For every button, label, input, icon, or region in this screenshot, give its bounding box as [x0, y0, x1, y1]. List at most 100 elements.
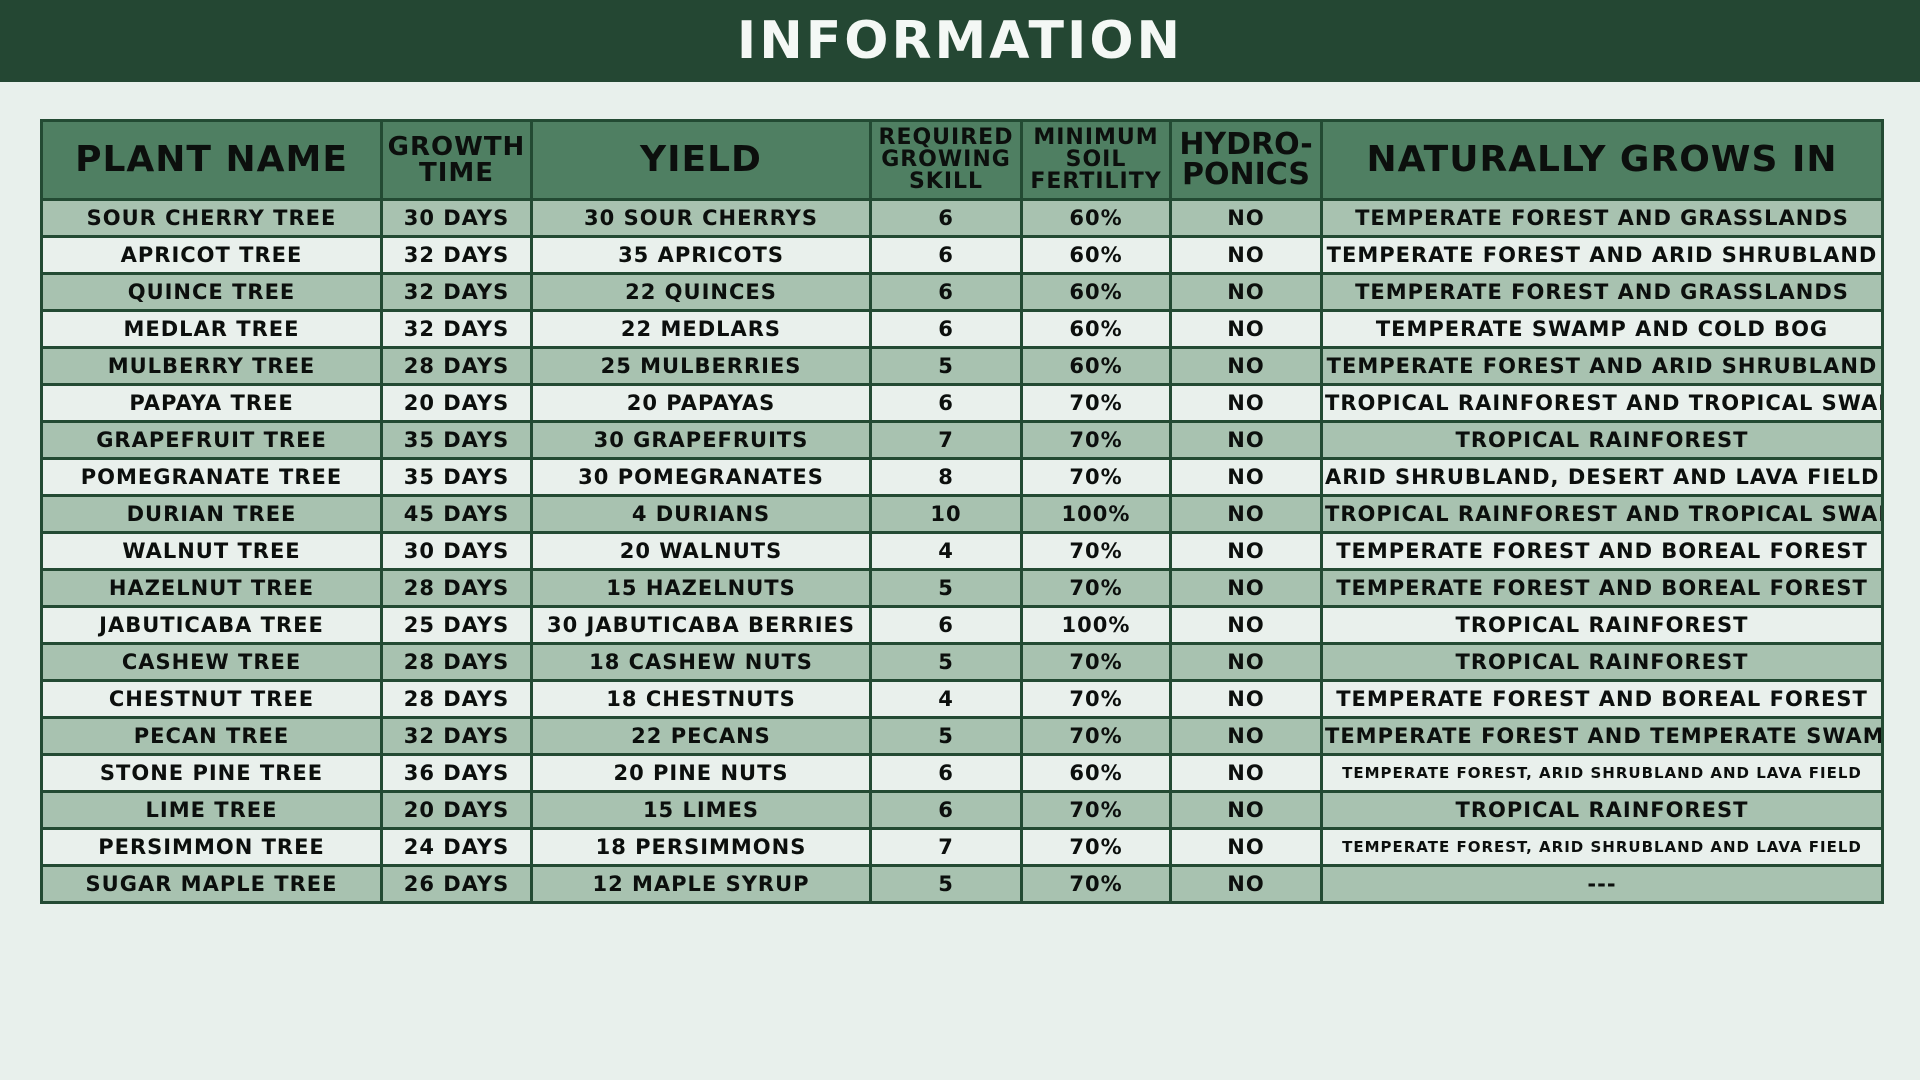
growth-time-cell: 36 DAYS [380, 753, 533, 793]
table-row: DURIAN TREE 45 DAYS 4 DURIANS 10 100% NO TROPI… [40, 494, 1884, 534]
habitat-cell: TROPICAL RAINFOREST AND TROPICAL SWAMP [1320, 383, 1884, 423]
fertility-cell: 60% [1020, 272, 1172, 312]
table-row: MEDLAR TREE 32 DAYS 22 MEDLARS 6 60% NO TEMPER… [40, 309, 1884, 349]
habitat-cell: TEMPERATE FOREST AND ARID SHRUBLAND [1320, 235, 1884, 275]
yield-cell: 18 PERSIMMONS [530, 827, 872, 867]
fertility-cell: 60% [1020, 235, 1172, 275]
table-row: QUINCE TREE 32 DAYS 22 QUINCES 6 60% NO TEMPER… [40, 272, 1884, 312]
habitat-cell: TEMPERATE FOREST AND GRASSLANDS [1320, 272, 1884, 312]
growth-time-cell: 28 DAYS [380, 679, 533, 719]
plant-name-cell: STONE PINE TREE [40, 753, 383, 793]
yield-cell: 15 HAZELNUTS [530, 568, 872, 608]
column-header: HYDRO-PONICS [1169, 119, 1323, 201]
growth-time-cell: 45 DAYS [380, 494, 533, 534]
plant-name-cell: DURIAN TREE [40, 494, 383, 534]
table-row: WALNUT TREE 30 DAYS 20 WALNUTS 4 70% NO TEMPER… [40, 531, 1884, 571]
column-header: MINIMUM SOIL FERTILITY [1020, 119, 1172, 201]
hydroponics-cell: NO [1169, 309, 1323, 349]
plant-name-cell: SUGAR MAPLE TREE [40, 864, 383, 904]
yield-cell: 12 MAPLE SYRUP [530, 864, 872, 904]
hydroponics-cell: NO [1169, 568, 1323, 608]
habitat-cell: TROPICAL RAINFOREST AND TROPICAL SWAMP [1320, 494, 1884, 534]
yield-cell: 15 LIMES [530, 790, 872, 830]
hydroponics-cell: NO [1169, 272, 1323, 312]
skill-cell: 6 [869, 605, 1023, 645]
skill-cell: 5 [869, 864, 1023, 904]
growth-time-cell: 26 DAYS [380, 864, 533, 904]
table-row: LIME TREE 20 DAYS 15 LIMES 6 70% NO TROPICAL R… [40, 790, 1884, 830]
growth-time-cell: 24 DAYS [380, 827, 533, 867]
growth-time-cell: 25 DAYS [380, 605, 533, 645]
habitat-cell: TEMPERATE FOREST AND BOREAL FOREST [1320, 679, 1884, 719]
fertility-cell: 70% [1020, 383, 1172, 423]
fertility-cell: 100% [1020, 494, 1172, 534]
fertility-cell: 60% [1020, 346, 1172, 386]
table-row: PECAN TREE 32 DAYS 22 PECANS 5 70% NO TEMPERAT… [40, 716, 1884, 756]
fertility-cell: 70% [1020, 716, 1172, 756]
plant-name-cell: CHESTNUT TREE [40, 679, 383, 719]
skill-cell: 7 [869, 827, 1023, 867]
table-row: CHESTNUT TREE 28 DAYS 18 CHESTNUTS 4 70% NO TE… [40, 679, 1884, 719]
skill-cell: 4 [869, 531, 1023, 571]
yield-cell: 25 MULBERRIES [530, 346, 872, 386]
table-row: PERSIMMON TREE 24 DAYS 18 PERSIMMONS 7 70% NO… [40, 827, 1884, 867]
hydroponics-cell: NO [1169, 494, 1323, 534]
hydroponics-cell: NO [1169, 753, 1323, 793]
growth-time-cell: 28 DAYS [380, 346, 533, 386]
yield-cell: 35 APRICOTS [530, 235, 872, 275]
table-row: SUGAR MAPLE TREE 26 DAYS 12 MAPLE SYRUP 5 70… [40, 864, 1884, 904]
habitat-cell: TROPICAL RAINFOREST [1320, 420, 1884, 460]
plant-info-table: PLANT NAME GROWTH TIME YIELD REQUIRED GR… [40, 119, 1884, 904]
yield-cell: 20 PAPAYAS [530, 383, 872, 423]
habitat-cell: --- [1320, 864, 1884, 904]
skill-cell: 5 [869, 346, 1023, 386]
hydroponics-cell: NO [1169, 864, 1323, 904]
hydroponics-cell: NO [1169, 716, 1323, 756]
skill-cell: 6 [869, 235, 1023, 275]
table-row: APRICOT TREE 32 DAYS 35 APRICOTS 6 60% NO TEMP… [40, 235, 1884, 275]
fertility-cell: 70% [1020, 531, 1172, 571]
title-banner: INFORMATION [0, 0, 1920, 82]
hydroponics-cell: NO [1169, 790, 1323, 830]
fertility-cell: 60% [1020, 753, 1172, 793]
plant-name-cell: CASHEW TREE [40, 642, 383, 682]
growth-time-cell: 32 DAYS [380, 235, 533, 275]
habitat-cell: TEMPERATE FOREST AND BOREAL FOREST [1320, 531, 1884, 571]
skill-cell: 5 [869, 716, 1023, 756]
yield-cell: 22 MEDLARS [530, 309, 872, 349]
table-row: POMEGRANATE TREE 35 DAYS 30 POMEGRANATES 8 7… [40, 457, 1884, 497]
habitat-cell: TEMPERATE FOREST AND BOREAL FOREST [1320, 568, 1884, 608]
habitat-cell: TROPICAL RAINFOREST [1320, 790, 1884, 830]
fertility-cell: 70% [1020, 827, 1172, 867]
plant-name-cell: HAZELNUT TREE [40, 568, 383, 608]
column-header: PLANT NAME [40, 119, 383, 201]
growth-time-cell: 32 DAYS [380, 716, 533, 756]
skill-cell: 6 [869, 753, 1023, 793]
hydroponics-cell: NO [1169, 642, 1323, 682]
skill-cell: 10 [869, 494, 1023, 534]
skill-cell: 6 [869, 272, 1023, 312]
page-title: INFORMATION [736, 11, 1184, 71]
hydroponics-cell: NO [1169, 346, 1323, 386]
yield-cell: 20 WALNUTS [530, 531, 872, 571]
plant-name-cell: MULBERRY TREE [40, 346, 383, 386]
table-row: MULBERRY TREE 28 DAYS 25 MULBERRIES 5 60% NO T… [40, 346, 1884, 386]
skill-cell: 8 [869, 457, 1023, 497]
yield-cell: 30 GRAPEFRUITS [530, 420, 872, 460]
growth-time-cell: 20 DAYS [380, 383, 533, 423]
plant-name-cell: SOUR CHERRY TREE [40, 198, 383, 238]
skill-cell: 4 [869, 679, 1023, 719]
plant-name-cell: WALNUT TREE [40, 531, 383, 571]
habitat-cell: TROPICAL RAINFOREST [1320, 642, 1884, 682]
habitat-cell: TEMPERATE FOREST AND GRASSLANDS [1320, 198, 1884, 238]
hydroponics-cell: NO [1169, 235, 1323, 275]
habitat-cell: TEMPERATE FOREST AND TEMPERATE SWAMP [1320, 716, 1884, 756]
fertility-cell: 70% [1020, 679, 1172, 719]
skill-cell: 5 [869, 568, 1023, 608]
hydroponics-cell: NO [1169, 420, 1323, 460]
plant-name-cell: APRICOT TREE [40, 235, 383, 275]
plant-name-cell: PECAN TREE [40, 716, 383, 756]
yield-cell: 30 POMEGRANATES [530, 457, 872, 497]
plant-name-cell: QUINCE TREE [40, 272, 383, 312]
fertility-cell: 70% [1020, 864, 1172, 904]
